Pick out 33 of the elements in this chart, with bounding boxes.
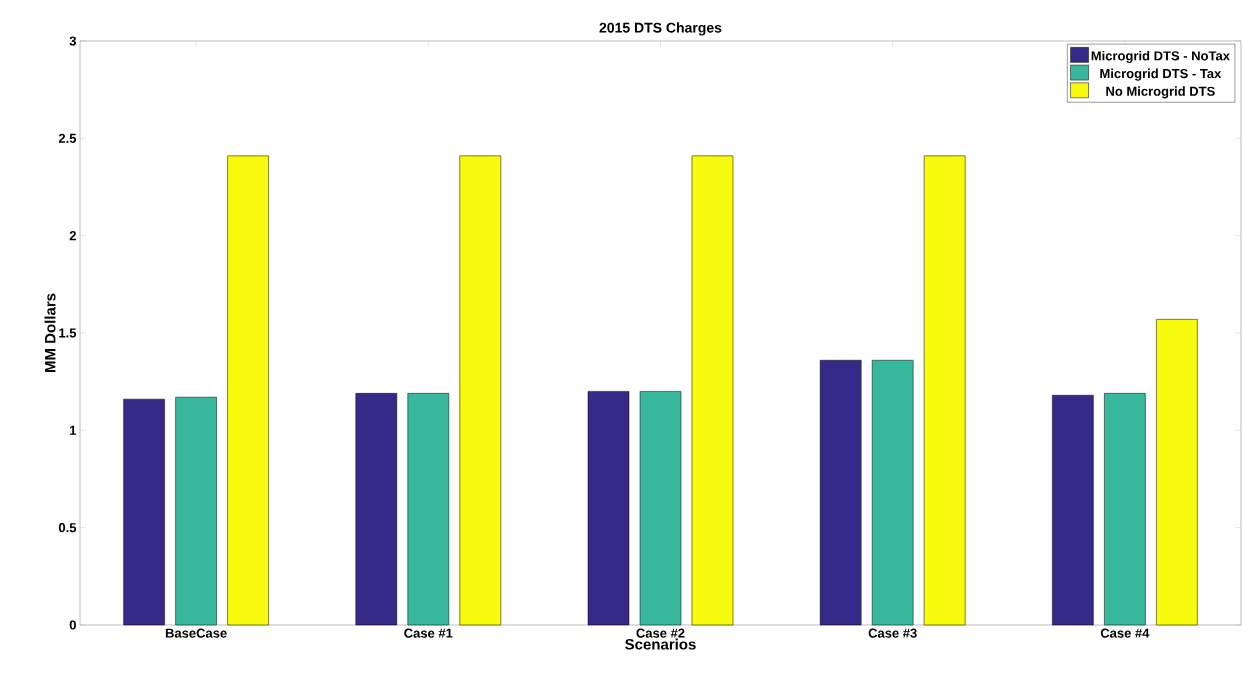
bar	[123, 398, 165, 626]
bar	[1052, 395, 1094, 626]
x-axis-title: Scenarios	[625, 638, 696, 650]
chart-title: 2015 DTS Charges	[599, 22, 722, 36]
legend-label: Microgrid DTS - NoTax	[1091, 50, 1230, 64]
legend-label: No Microgrid DTS	[1106, 86, 1215, 99]
bar	[175, 396, 217, 626]
y-tick-label: 3	[69, 36, 76, 46]
bar	[459, 155, 502, 626]
x-tick-label: Case #3	[868, 628, 917, 638]
y-tick-label: 2	[69, 231, 76, 241]
bar	[355, 393, 398, 626]
bar	[639, 391, 682, 626]
x-tick-label: Case #4	[1100, 628, 1150, 638]
bar	[1156, 319, 1198, 626]
y-axis-title: MM Dollars	[44, 293, 56, 372]
x-tick-label: Case #1	[404, 628, 453, 638]
bar	[227, 155, 269, 626]
y-tick-label: 1.5	[59, 328, 77, 338]
bar	[1104, 393, 1146, 626]
y-tick-label: 2.5	[58, 133, 77, 143]
y-tick-label: 0	[69, 620, 76, 630]
legend-label: Microgrid DTS - Tax	[1100, 68, 1222, 81]
x-tick-label: BaseCase	[165, 628, 227, 638]
y-tick-label: 0.5	[58, 523, 77, 533]
bar	[691, 155, 734, 626]
bar	[819, 359, 862, 626]
x-tick-label: Case #2	[636, 628, 685, 638]
bar	[587, 391, 630, 626]
bar	[407, 393, 450, 626]
y-tick-label: 1	[70, 425, 77, 435]
bar	[871, 359, 914, 626]
bar	[923, 155, 966, 626]
